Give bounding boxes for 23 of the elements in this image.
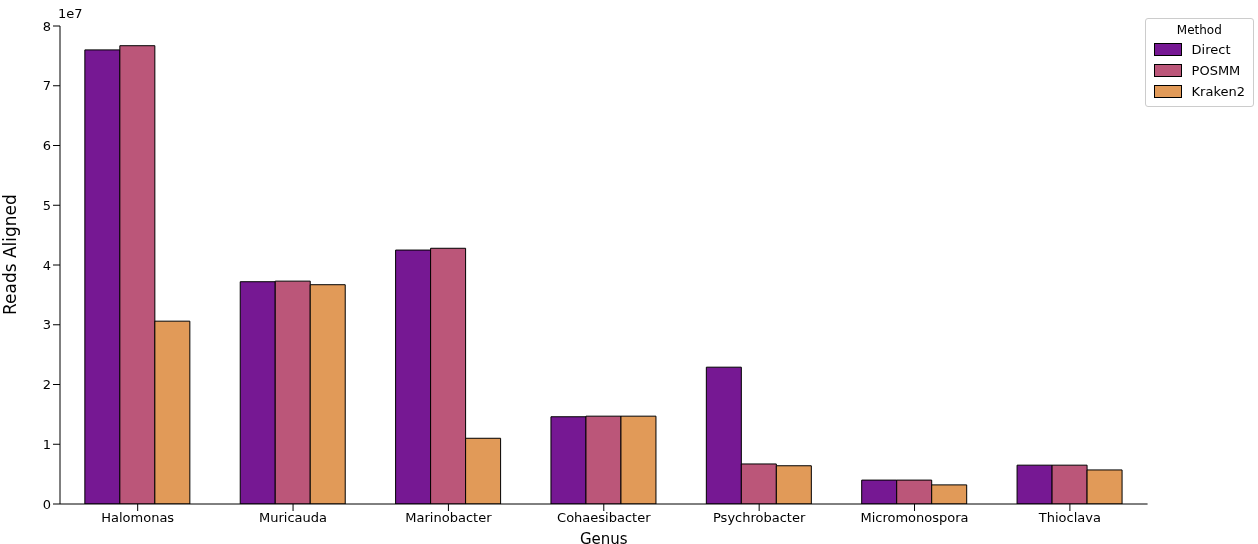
x-tick-label: Cohaesibacter bbox=[557, 510, 652, 526]
legend-label: Direct bbox=[1191, 42, 1231, 57]
y-tick-label: 5 bbox=[42, 197, 51, 213]
x-tick-label: Micromonospora bbox=[860, 510, 969, 526]
x-tick-label: Marinobacter bbox=[405, 510, 493, 526]
x-tick-label: Muricauda bbox=[259, 510, 328, 526]
y-tick-label: 0 bbox=[42, 496, 51, 512]
y-tick-label: 7 bbox=[42, 78, 51, 94]
y-tick-label: 4 bbox=[42, 257, 51, 273]
y-tick-label: 6 bbox=[42, 138, 51, 154]
x-tick-label: Halomonas bbox=[101, 510, 175, 526]
text: 1e7 bbox=[58, 6, 83, 21]
legend-title: Method bbox=[1175, 23, 1223, 37]
legend-label: Kraken2 bbox=[1191, 84, 1245, 99]
x-axis-title: Genus bbox=[579, 530, 628, 544]
y-tick-label: 3 bbox=[42, 317, 51, 333]
x-tick-label: Thioclava bbox=[1037, 510, 1101, 526]
legend-label: POSMM bbox=[1191, 63, 1241, 78]
x-tick-label: Psychrobacter bbox=[713, 510, 806, 526]
y-tick-label: 1 bbox=[42, 436, 51, 452]
y-tick-label: 8 bbox=[42, 18, 51, 34]
y-axis-title: Reads Aligned bbox=[0, 194, 21, 315]
y-tick-label: 2 bbox=[42, 377, 51, 393]
